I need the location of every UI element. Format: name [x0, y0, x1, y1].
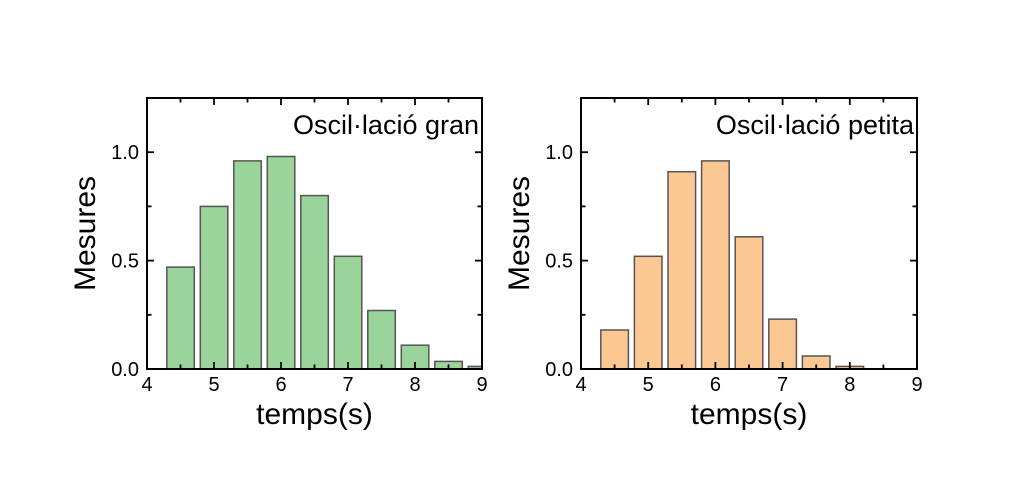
x-tick-label: 8: [844, 374, 855, 396]
histogram-bar: [233, 160, 263, 370]
y-tick-label: 1.0: [111, 142, 139, 164]
plot-title: Oscil·lació gran: [293, 110, 479, 140]
x-tick-label: 5: [643, 374, 654, 396]
histogram-bar: [266, 155, 296, 370]
histogram-bar: [667, 170, 697, 370]
histogram-bar: [300, 194, 330, 370]
histogram-bar: [166, 266, 196, 370]
histogram-bar: [333, 255, 363, 370]
axis-ticks: [146, 98, 483, 370]
y-axis-label: Mesures: [69, 176, 102, 291]
x-tick-label: 9: [476, 374, 487, 396]
y-tick-label: 0.5: [111, 251, 139, 273]
x-tick-label: 6: [275, 374, 286, 396]
chart-gran: 4 5 6 7 8 9 0.0 0.5 1.0 temps(s) Mesures Oscil·laci…: [69, 97, 488, 431]
x-tick-label: 4: [141, 374, 152, 396]
histogram-bar: [700, 160, 730, 370]
y-axis-label: Mesures: [503, 176, 536, 291]
x-tick-label: 8: [409, 374, 420, 396]
plot-title: Oscil·lació petita: [716, 110, 915, 140]
x-tick-label: 7: [777, 374, 788, 396]
histogram-bar: [734, 236, 764, 370]
histogram-bar: [768, 318, 798, 370]
histogram-bar: [367, 309, 397, 370]
y-tick-label: 0.5: [545, 251, 573, 273]
chart-petita: 4 5 6 7 8 9 0.0 0.5 1.0 temps(s) Mesures Oscil·laci…: [503, 97, 923, 431]
y-tick-label: 1.0: [545, 142, 573, 164]
x-tick-label: 6: [710, 374, 721, 396]
y-tick-label: 0.0: [545, 359, 573, 381]
axis-ticks: [580, 98, 918, 370]
x-tick-label: 7: [342, 374, 353, 396]
histogram-bar: [199, 205, 229, 370]
x-tick-label: 4: [575, 374, 586, 396]
histogram-bar: [633, 255, 663, 370]
y-tick-label: 0.0: [111, 359, 139, 381]
x-tick-label: 5: [208, 374, 219, 396]
x-axis-label: temps(s): [256, 398, 373, 431]
x-axis-label: temps(s): [691, 398, 808, 431]
histogram-bar: [600, 329, 630, 370]
x-tick-label: 9: [911, 374, 922, 396]
